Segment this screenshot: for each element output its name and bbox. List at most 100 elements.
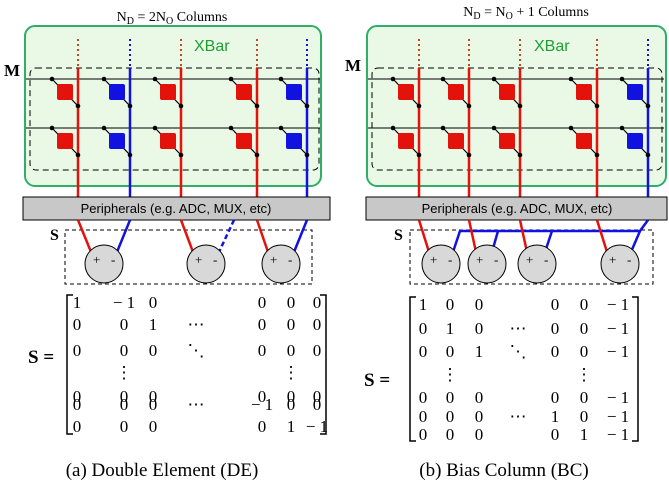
cell-red	[152, 125, 184, 158]
matrix-entries: 1− 1 0 0 0 00 0 1 ⋯ 0 0 00 0 0 ⋱ 0 0 0⋮ ⋮0 0 0 0 0 00 0 0 ⋯ − 1 0 00…	[73, 293, 328, 436]
matrix-entry: 0	[120, 387, 129, 406]
matrix-entry: ⋮	[116, 363, 133, 382]
matrix-entry: 0	[419, 425, 428, 444]
matrix-entry: 0	[475, 295, 484, 314]
matrix-entry: 0	[475, 388, 484, 407]
panel-bias-column: ND = NO + 1 Columns XBar M Peripherals (…	[345, 5, 668, 481]
wire-red	[518, 219, 529, 253]
xbar-box	[366, 25, 667, 187]
s-label: S	[50, 227, 59, 244]
cell-red	[440, 125, 472, 158]
matrix-bracket-left	[409, 296, 416, 442]
peripherals-label: Peripherals (e.g. ADC, MUX, etc)	[422, 201, 613, 216]
matrix-entry: 0	[287, 341, 296, 360]
matrix-entry: ⋯	[188, 395, 205, 414]
plus-sign: +	[526, 252, 533, 267]
matrix-entry: 1	[580, 425, 589, 444]
subtractor-opamp	[600, 244, 640, 284]
wire-red	[76, 219, 93, 253]
plus-sign: +	[476, 252, 483, 267]
matrix-entry: 1	[73, 293, 82, 312]
cell-red	[228, 125, 260, 158]
matrix-entry: 0	[446, 388, 455, 407]
s-label: S	[394, 227, 403, 244]
matrix-entry: 0	[73, 387, 82, 406]
matrix-entry: 0	[73, 395, 82, 414]
matrix-entry: − 1	[607, 425, 629, 444]
matrix-entry: − 1	[113, 293, 135, 312]
matrix-label: S =	[28, 347, 54, 368]
matrix-entry: 0	[313, 387, 322, 406]
matrix-entry: 0	[419, 388, 428, 407]
matrix-entry: 0	[149, 395, 158, 414]
matrix-entry: − 1	[607, 319, 629, 338]
matrix-entry: 0	[149, 293, 158, 312]
wire-blue-dashed	[217, 219, 236, 253]
wire-blue	[115, 219, 132, 253]
matrix-entry: 0	[551, 388, 560, 407]
matrix-entry: 0	[446, 295, 455, 314]
matrix-entry: 0	[120, 417, 129, 436]
matrix-entry: 0	[446, 425, 455, 444]
wire-red	[255, 219, 270, 253]
matrix-entry: 0	[287, 395, 296, 414]
wire-red	[467, 219, 478, 253]
matrix-entry: 0	[313, 395, 322, 414]
matrix-bracket-left	[66, 294, 73, 435]
minus-sign: -	[288, 252, 292, 267]
matrix-entry: 0	[287, 315, 296, 334]
matrix-entry: 1	[287, 417, 296, 436]
subtractor-opamp	[84, 244, 124, 284]
plus-sign: +	[270, 252, 277, 267]
wire-red	[417, 219, 431, 253]
plus-sign: +	[609, 252, 616, 267]
matrix-entry: − 1	[607, 295, 629, 314]
matrix-entry: 0	[475, 407, 484, 426]
peripherals-bar	[22, 196, 331, 221]
plus-sign: +	[93, 252, 100, 267]
matrix-entry: 0	[313, 315, 322, 334]
matrix-entry: 0	[419, 319, 428, 338]
subtractor-opamp	[261, 244, 301, 284]
bias-bus-branch	[629, 230, 642, 253]
xbar-label: XBar	[534, 38, 570, 55]
cell-red	[390, 125, 422, 158]
minus-sign: -	[494, 252, 498, 267]
m-label: M	[345, 56, 361, 75]
panel-double-element: ND = 2NO Columns XBar M	[4, 10, 331, 481]
m-label: M	[4, 61, 20, 80]
selected-rows-box	[29, 67, 320, 171]
cell-red	[568, 125, 600, 158]
matrix-entry: 1	[419, 295, 428, 314]
matrix-entry: 0	[475, 319, 484, 338]
matrix-entry: ⋮	[576, 365, 593, 384]
cell-red	[228, 76, 260, 109]
matrix-bracket-right	[632, 296, 639, 442]
matrix-entry: − 1	[607, 407, 629, 426]
matrix-entry: ⋮	[283, 363, 300, 382]
matrix-entry: 0	[120, 341, 129, 360]
matrix-entry: 0	[551, 295, 560, 314]
matrix-entry: 0	[446, 342, 455, 361]
cell-red	[491, 76, 523, 109]
cell-red	[568, 76, 600, 109]
matrix-entry: 0	[446, 407, 455, 426]
matrix-entry: − 1	[251, 395, 273, 414]
matrix-entry: 0	[287, 387, 296, 406]
matrix-entry: 0	[258, 341, 267, 360]
cell-blue	[619, 125, 651, 158]
matrix-entry: 0	[287, 293, 296, 312]
matrix-entry: 0	[580, 407, 589, 426]
matrix-entry: 0	[419, 342, 428, 361]
matrix-entry: 0	[120, 395, 129, 414]
matrix-entry: 1	[551, 407, 560, 426]
minus-sign: -	[213, 252, 217, 267]
matrix-entry: 0	[313, 293, 322, 312]
panel-b-header: ND = NO + 1 Columns	[463, 5, 589, 22]
cell-blue	[619, 76, 651, 109]
xbar-box	[24, 25, 322, 187]
matrix-entry: 0	[551, 319, 560, 338]
panel-a-header: ND = 2NO Columns	[117, 10, 228, 27]
cell-red	[49, 125, 81, 158]
matrix-entry: 0	[580, 342, 589, 361]
